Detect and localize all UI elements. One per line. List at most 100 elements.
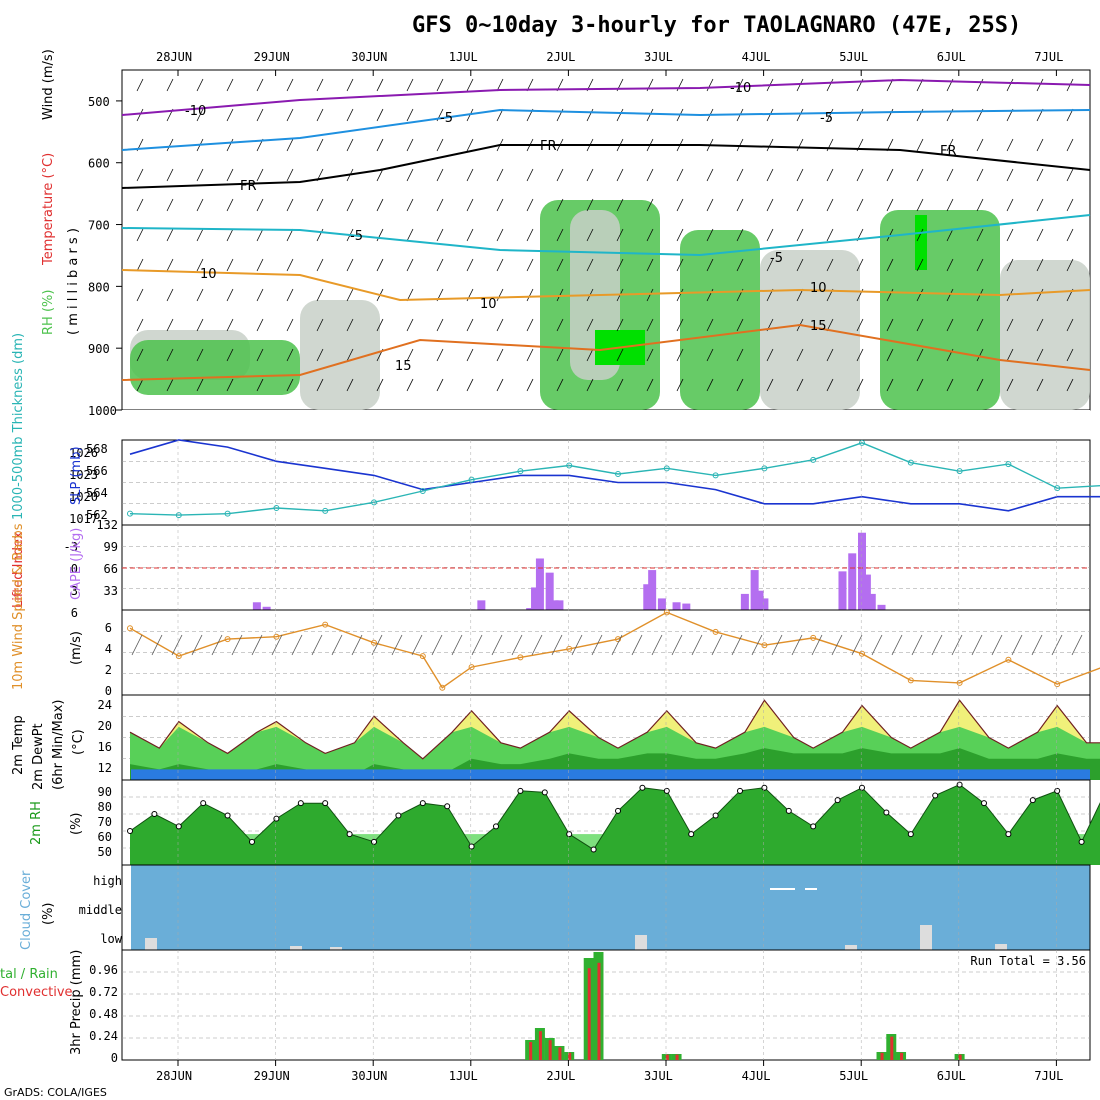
wind-speed-point: [810, 634, 817, 641]
wind-barb: [646, 258, 654, 272]
wind-barb: [586, 198, 594, 212]
cape-bar: [477, 600, 486, 610]
cloud-low-bar: [995, 944, 1007, 950]
wind-barb: [916, 198, 924, 212]
wind-barb: [946, 168, 954, 182]
thickness-point: [371, 499, 377, 506]
wind-barb: [796, 168, 804, 182]
thickness-ytick-left: 568: [86, 442, 108, 456]
wind-barb: [586, 318, 594, 332]
precip-ylabel-total: tal / Rain: [0, 967, 58, 982]
thickness-point: [761, 465, 768, 472]
wind-barb: [496, 318, 504, 332]
wind-barb: [166, 138, 174, 152]
wind-barb: [166, 378, 174, 392]
wind-barb: [256, 258, 264, 272]
date-tick-bottom: 1JUL: [449, 1069, 478, 1083]
wind-barb: [346, 138, 354, 152]
rh-point: [371, 838, 377, 845]
wind-barb-small: [631, 634, 643, 656]
rh-point: [200, 800, 207, 807]
wind-speed-point: [663, 609, 670, 616]
cape-ytick-left: 6: [71, 606, 78, 620]
wind-barb: [646, 228, 654, 242]
wind-barb: [556, 378, 564, 392]
wind-barb: [316, 318, 324, 332]
wind-barb: [976, 258, 984, 272]
wind-barb: [886, 108, 894, 122]
wind-barb: [946, 138, 954, 152]
date-tick-bottom: 29JUN: [254, 1069, 290, 1083]
wind-barb-small: [371, 634, 383, 656]
rh-point: [688, 831, 695, 838]
date-tick-top: 28JUN: [156, 50, 192, 64]
thickness-point: [566, 462, 573, 469]
wind-barb: [466, 378, 474, 392]
precip-conv-bar: [538, 1031, 542, 1060]
wind-barb: [286, 288, 294, 302]
cape-bar: [657, 598, 666, 610]
wind-speed-point: [1054, 681, 1061, 688]
wind-barb-small: [671, 634, 683, 656]
rh-area: [130, 784, 1100, 865]
temp-ylabel-units: (°C): [71, 729, 86, 755]
rh-point: [1054, 787, 1061, 794]
contour-label: 10: [810, 281, 827, 296]
cape-bar: [740, 593, 749, 610]
wind-barb: [256, 198, 264, 212]
wind-barb: [886, 348, 894, 362]
contour-label: 10: [480, 297, 497, 312]
date-tick-top: 29JUN: [254, 50, 290, 64]
wind-barb: [526, 348, 534, 362]
wind-barb: [136, 288, 144, 302]
wind-barb: [886, 258, 894, 272]
wind-barb: [616, 378, 624, 392]
wind-barb: [556, 198, 564, 212]
contour-label: 15: [395, 359, 412, 374]
rh-point: [907, 831, 914, 838]
rh-ytick: 60: [98, 830, 112, 844]
precip-panel-frame: [121, 949, 1091, 1061]
wind-barb: [136, 258, 144, 272]
contour-label: -5: [350, 229, 363, 244]
wind-barb: [646, 378, 654, 392]
rh-point: [517, 787, 524, 794]
rh-point: [493, 823, 499, 830]
wind-barb: [736, 318, 744, 332]
wind-barb: [1066, 378, 1074, 392]
wind-barb: [826, 168, 834, 182]
rh-point: [761, 784, 768, 791]
thickness-ytick-left: 562: [86, 508, 108, 522]
wind-barb: [736, 258, 744, 272]
date-tick-top: 1JUL: [449, 50, 478, 64]
rh-point: [322, 800, 329, 807]
wind-barb: [736, 228, 744, 242]
wind-barb: [1066, 348, 1074, 362]
wind-barb: [856, 168, 864, 182]
wind-barb: [766, 108, 774, 122]
wind-barb: [1066, 258, 1074, 272]
profile-ytick: 600: [88, 157, 110, 171]
wind-barb: [1006, 138, 1014, 152]
wind-barb: [1036, 198, 1044, 212]
temp-ytick: 16: [98, 740, 112, 754]
thickness-point: [419, 488, 426, 494]
wind-barb: [946, 318, 954, 332]
thickness-ytick-right: 1017: [69, 512, 98, 526]
wind-barb: [646, 348, 654, 362]
precip-ytick: 0.96: [89, 963, 118, 977]
contour-label: -5: [820, 111, 833, 126]
wind-barb: [466, 318, 474, 332]
wind-barb-small: [891, 634, 903, 656]
wind-barb: [826, 258, 834, 272]
rh-point: [395, 812, 402, 819]
wind-barb-small: [611, 634, 623, 656]
wind-barb: [856, 318, 864, 332]
cloud-panel-bg: [131, 865, 1090, 950]
wind-barb: [136, 318, 144, 332]
wind-barb-small: [231, 634, 243, 656]
wind-barb-small: [571, 634, 583, 656]
contour-label: 10: [200, 267, 217, 282]
cape-bar: [545, 572, 554, 610]
